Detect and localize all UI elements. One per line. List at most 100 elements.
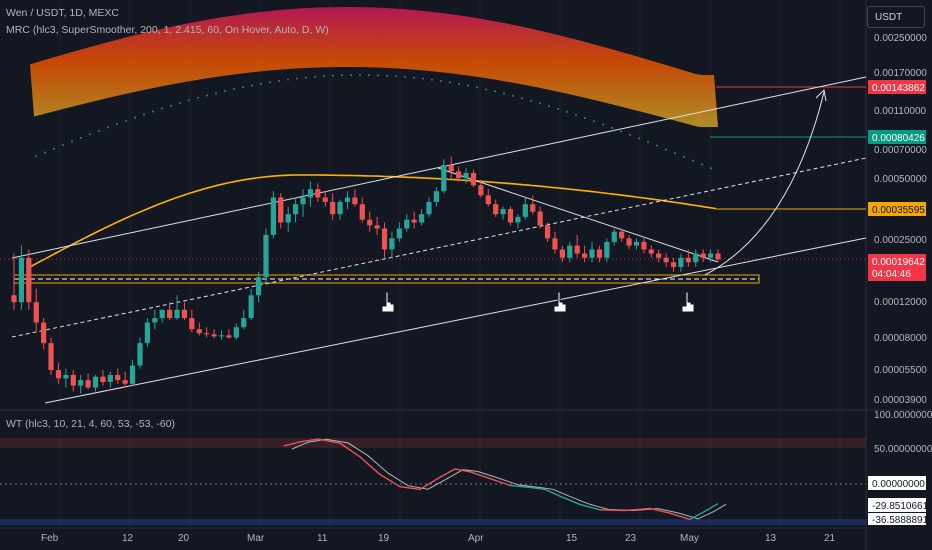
candle	[181, 302, 188, 320]
candle	[685, 249, 691, 267]
time-label: May	[680, 533, 699, 544]
time-label: 19	[378, 533, 390, 544]
candle	[359, 197, 365, 223]
candle	[41, 318, 47, 350]
candle	[189, 309, 195, 333]
svg-text:0.00035595: 0.00035595	[872, 205, 925, 216]
candle	[344, 191, 351, 210]
candle	[411, 211, 417, 229]
time-label: Feb	[41, 533, 59, 544]
candle	[544, 222, 551, 242]
svg-text:50.00000000: 50.00000000	[874, 444, 932, 455]
candle	[85, 373, 91, 390]
time-label: 23	[625, 533, 637, 544]
candle	[448, 156, 454, 179]
time-label: 11	[317, 533, 328, 544]
mrc-indicator-legend[interactable]: MRC (hlc3, SuperSmoother, 200, 1, 2.415,…	[6, 24, 329, 36]
candle	[233, 323, 239, 340]
candle	[204, 327, 210, 338]
countdown: 04:04:46	[872, 269, 911, 280]
wt1-line-red	[599, 507, 691, 521]
candle	[63, 368, 69, 388]
candle	[152, 309, 158, 330]
candle	[278, 193, 284, 229]
candle	[330, 193, 336, 220]
candle	[255, 271, 262, 303]
candle	[604, 238, 610, 263]
svg-text:0.00143862: 0.00143862	[872, 83, 925, 94]
candle	[433, 187, 439, 207]
candle	[693, 249, 699, 267]
price-axis-label: 0.00005500	[874, 365, 927, 376]
hand-markers	[381, 291, 695, 313]
candle	[596, 245, 603, 263]
symbol-title[interactable]: Wen / USDT, 1D, MEXC	[6, 7, 119, 19]
osc-axis: 100.00000000 50.00000000 0.00000000 -29.…	[868, 410, 932, 526]
candle	[700, 249, 706, 263]
price-axis-label: 0.00170000	[874, 68, 927, 79]
candle	[367, 211, 373, 232]
candle	[404, 214, 410, 232]
candle	[18, 245, 25, 310]
candle	[285, 206, 291, 232]
currency-button[interactable]: USDT	[867, 6, 925, 28]
candle	[196, 322, 202, 336]
candle	[515, 214, 521, 229]
candle	[78, 374, 84, 394]
candle	[122, 371, 128, 388]
candle	[574, 234, 580, 258]
candle	[426, 197, 432, 217]
candle	[70, 370, 76, 392]
price-tag-red: 0.00143862	[868, 80, 926, 94]
mrc-dotted-line	[35, 74, 866, 210]
candle	[478, 179, 484, 198]
hand-pointer-icon	[553, 291, 567, 313]
candle	[396, 222, 402, 242]
price-axis-label: 0.00250000	[874, 33, 927, 44]
candle	[33, 288, 39, 333]
candle	[293, 197, 299, 223]
candle	[626, 234, 632, 250]
candle	[678, 253, 684, 272]
candle	[107, 371, 113, 388]
candle	[248, 288, 254, 320]
price-axis-label: 0.00050000	[874, 174, 927, 185]
wt-indicator-legend[interactable]: WT (hlc3, 10, 21, 4, 60, 53, -53, -60)	[6, 418, 176, 430]
candle	[300, 189, 306, 217]
wt2-line	[291, 438, 727, 520]
price-tag-green: 0.00080426	[868, 130, 926, 144]
candle	[522, 197, 528, 220]
svg-text:-36.58888918: -36.58888918	[872, 515, 932, 526]
candle	[129, 359, 136, 386]
candle	[352, 189, 358, 207]
candle	[470, 169, 477, 188]
candle	[663, 253, 669, 267]
candle	[500, 206, 506, 220]
candles	[11, 156, 721, 394]
wt1-line-green	[689, 503, 719, 521]
candle	[315, 183, 321, 202]
candle	[115, 368, 121, 384]
time-label: 21	[824, 533, 836, 544]
candle	[567, 241, 573, 263]
price-tag-orange: 0.00035595	[868, 202, 926, 216]
candle	[322, 191, 328, 207]
candle	[656, 249, 662, 263]
candle	[100, 370, 106, 386]
price-axis-label: 0.00003900	[874, 395, 927, 406]
candle	[418, 209, 425, 226]
svg-text:0.00080426: 0.00080426	[872, 133, 925, 144]
candle	[241, 309, 247, 330]
hand-pointer-icon	[681, 291, 695, 313]
candle	[559, 245, 565, 263]
candle	[441, 159, 447, 194]
time-label: Apr	[468, 533, 484, 544]
hand-pointer-icon	[381, 291, 395, 313]
candle	[670, 257, 677, 272]
candle	[137, 337, 143, 369]
candle	[582, 245, 588, 263]
price-axis-label: 0.00070000	[874, 145, 927, 156]
candle	[218, 330, 225, 340]
candle	[619, 228, 625, 242]
